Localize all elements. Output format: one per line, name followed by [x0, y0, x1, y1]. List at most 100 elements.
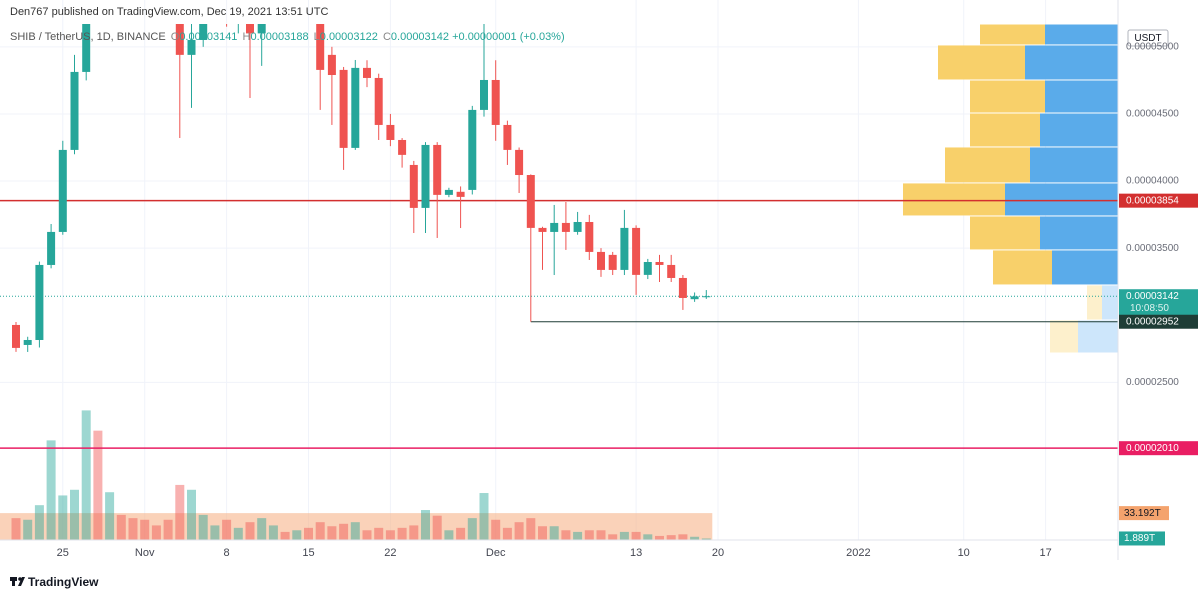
profile-up [1030, 147, 1118, 183]
profile-up [1040, 113, 1118, 147]
candle-body [702, 296, 711, 298]
volume-bar [34, 505, 44, 540]
volume-bar [502, 527, 512, 540]
x-tick-label: 8 [224, 547, 230, 559]
symbol-title: SHIB / TetherUS, 1D, BINANCE [10, 31, 166, 43]
volume-bar [222, 519, 232, 540]
volume-bar [479, 493, 489, 540]
volume-bar [596, 530, 606, 540]
volume-bar [362, 530, 372, 540]
profile-down [970, 80, 1045, 113]
profile-down [903, 183, 1005, 216]
candle-body [257, 24, 266, 34]
logo-part [18, 577, 25, 586]
legend: SHIB / TetherUS, 1D, BINANCE O0.00003141… [10, 31, 565, 43]
volume-ma-label: 33.192T [1124, 508, 1161, 519]
volume-bar [432, 515, 442, 540]
volume-bar [327, 526, 337, 540]
volume-bar [339, 523, 349, 540]
volume-label: 1.889T [1124, 533, 1155, 544]
volume-bar [268, 525, 278, 540]
price-label: 0.00003142 [1126, 291, 1179, 302]
candle-body [398, 139, 407, 155]
x-tick-label: 15 [302, 547, 314, 559]
volume-bar [350, 522, 360, 540]
candle-body [82, 24, 91, 72]
volume-ma-label-box [1119, 506, 1169, 521]
x-tick-label: Nov [135, 547, 155, 559]
volume-bar [526, 518, 536, 540]
volume-bar [538, 526, 547, 540]
profile-down [993, 250, 1052, 285]
candle-body [573, 221, 582, 232]
profile-down [980, 24, 1045, 45]
volume-ma-band [0, 513, 713, 540]
candle-body [597, 251, 605, 270]
profile-up [1078, 320, 1118, 353]
volume-bar [140, 519, 150, 540]
volume-bar [198, 514, 208, 540]
currency: USDT [1134, 33, 1161, 44]
profile-down [938, 45, 1025, 80]
x-tick-label: Dec [486, 547, 506, 559]
candle-body [444, 189, 453, 195]
candle-body [538, 227, 547, 232]
volume-bar [70, 489, 79, 540]
volume-bar [655, 535, 664, 540]
volume-bar [573, 531, 583, 540]
volume-bar [23, 519, 33, 540]
volume-bar [608, 534, 618, 540]
profile-up [1052, 250, 1118, 285]
volume-bar [46, 440, 56, 540]
ohlc-value: 0.00003188 [250, 31, 309, 43]
candle-body [503, 124, 512, 150]
candle-body [585, 221, 594, 252]
profile-up [1005, 183, 1118, 216]
candle-body [187, 39, 196, 55]
candle-body [550, 222, 559, 232]
profile-up [1040, 216, 1118, 250]
candle-body [58, 149, 67, 232]
price-lines [0, 199, 1118, 449]
candle-body [409, 164, 418, 208]
x-tick-label: 17 [1039, 547, 1051, 559]
candle-body [468, 109, 477, 190]
candle-body [316, 24, 325, 70]
volume-pane [0, 410, 713, 540]
volume-bar [163, 519, 173, 540]
profile-down [970, 113, 1040, 147]
candle-body [351, 67, 360, 148]
volume-bar [105, 492, 115, 540]
volume-bar [304, 527, 313, 540]
volume-bar [210, 525, 220, 540]
candle-body [667, 264, 676, 278]
volume-bar [678, 534, 688, 540]
candle-body [433, 144, 442, 195]
profile-down [1050, 320, 1078, 353]
volume-bar [643, 534, 653, 540]
x-tick-label: 22 [384, 547, 396, 559]
candle-body [199, 24, 208, 40]
volume-bar [690, 536, 700, 540]
x-tick-label: 10 [958, 547, 970, 559]
volume-bar [233, 527, 243, 540]
volume-bar [619, 531, 629, 540]
volume-bar [397, 527, 407, 540]
y-tick-label: 0.00005000 [1126, 41, 1179, 52]
volume-bar [467, 518, 477, 540]
y-tick-label: 0.00004000 [1126, 176, 1179, 187]
volume-bar [561, 530, 571, 540]
candle-body [12, 324, 20, 348]
x-tick-label: 20 [712, 547, 724, 559]
volume-bar [245, 522, 255, 540]
candle-body [608, 254, 617, 270]
axes: USDT 25 Nov 8 15 22 Dec 13 20 2022 10 17 0.00005000… [0, 0, 1198, 560]
volume-bar [456, 527, 466, 540]
ohlc-value: 0.00003141 [179, 31, 238, 43]
candle-body [655, 261, 664, 265]
candle-body [421, 144, 430, 208]
ohlc-letter: L [313, 31, 320, 43]
currency-box [1127, 29, 1169, 47]
volume-bar [631, 531, 641, 540]
